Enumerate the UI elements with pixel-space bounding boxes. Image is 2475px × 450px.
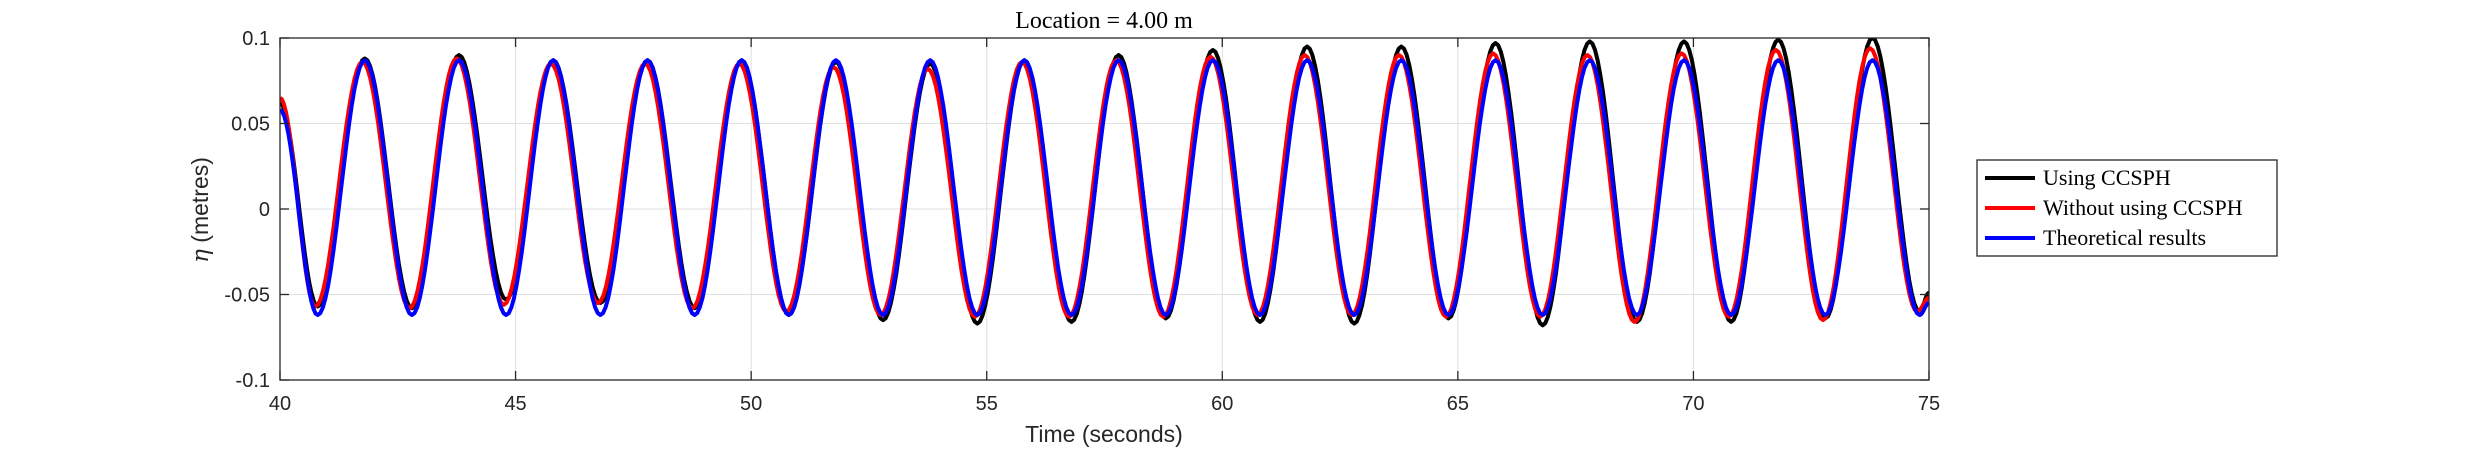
x-tick-label: 50 [740, 393, 762, 415]
x-tick-label: 70 [1682, 393, 1704, 415]
x-tick-label: 55 [976, 393, 998, 415]
plot-area: 40 45 50 55 60 65 70 75 -0.1 -0.05 0 0.05 0.1 [224, 28, 1940, 415]
series-line-3 [280, 58, 1929, 317]
y-tick-label: 0.05 [231, 114, 270, 136]
x-tick-label: 75 [1918, 393, 1940, 415]
legend: Using CCSPH Without using CCSPH Theoretica… [1976, 159, 2278, 257]
y-tick-label: -0.1 [236, 370, 270, 392]
legend-label-1: Using CCSPH [2043, 165, 2171, 190]
chart-title: Location = 4.00 m [1015, 8, 1193, 34]
y-tick-label: 0.1 [242, 28, 270, 50]
x-tick-label: 45 [504, 393, 526, 415]
y-axis-unit: (metres) [187, 157, 213, 249]
y-tick-label: 0 [259, 199, 270, 221]
legend-label-2: Without using CCSPH [2043, 195, 2243, 220]
x-tick-label: 60 [1211, 393, 1233, 415]
x-tick-label: 65 [1447, 393, 1469, 415]
y-axis-label: η (metres) [187, 157, 214, 263]
y-axis-symbol: η [188, 249, 214, 263]
x-axis-label: Time (seconds) [1025, 421, 1183, 447]
legend-label-3: Theoretical results [2043, 225, 2206, 250]
y-tick-label: -0.05 [224, 285, 270, 307]
x-tick-label: 40 [269, 393, 291, 415]
